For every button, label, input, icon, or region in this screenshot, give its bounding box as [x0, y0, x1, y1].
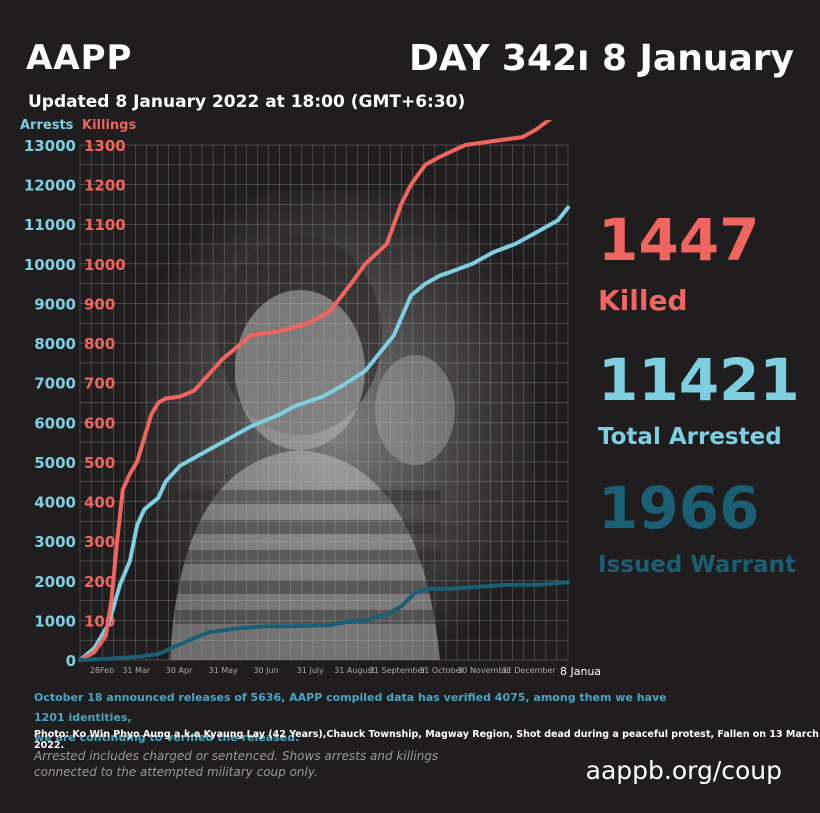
- arrests-tick-label: 1000: [34, 612, 76, 630]
- timeline-chart: 0 1000 2000 3000 4000 5000 6000 7000 8000 9000 100…: [24, 120, 600, 678]
- x-tick-label: 30 Jun: [253, 666, 278, 675]
- release-note-line1: October 18 announced releases of 5636, A…: [34, 691, 667, 724]
- killings-tick-label: 1100: [84, 216, 126, 234]
- killings-tick-label: 1300: [84, 137, 126, 155]
- series-line-issued-warrant: [78, 580, 570, 662]
- arrests-tick-label: 6000: [34, 414, 76, 432]
- release-note-line2: we are continuing to verified the releas…: [34, 731, 300, 744]
- killings-tick-label: 300: [84, 533, 115, 551]
- x-tick-label: 31 October: [419, 666, 464, 675]
- arrests-tick-labels: 0 1000 2000 3000 4000 5000 6000 7000 8000 9000 100…: [24, 137, 76, 670]
- brand-title: AAPP: [26, 38, 133, 78]
- x-tick-label: 8 January: [560, 665, 600, 678]
- killings-tick-label: 900: [84, 295, 115, 313]
- series-line-killings: [78, 120, 553, 662]
- arrests-tick-label: 9000: [34, 295, 76, 313]
- arrests-tick-label: 11000: [24, 216, 76, 234]
- updated-timestamp: Updated 8 January 2022 at 18:00 (GMT+6:3…: [28, 92, 466, 112]
- killings-tick-label: 1200: [84, 177, 126, 195]
- arrests-tick-label: 4000: [34, 494, 76, 512]
- footnote: Arrested includes charged or sentenced. …: [34, 749, 439, 779]
- x-tick-label: 31 September: [369, 666, 427, 675]
- day-counter: DAY 342ı 8 January: [409, 38, 794, 79]
- website-link[interactable]: aappb.org/coup: [585, 756, 782, 785]
- arrests-tick-label: 2000: [34, 573, 76, 591]
- killings-tick-label: 1000: [84, 256, 126, 274]
- arrested-label: Total Arrested: [598, 424, 782, 450]
- series-line-arrests: [78, 205, 570, 662]
- release-note: October 18 announced releases of 5636, A…: [34, 688, 694, 748]
- arrests-tick-label: 10000: [24, 256, 76, 274]
- arrests-tick-label: 5000: [34, 454, 76, 472]
- arrests-tick-label: 7000: [34, 375, 76, 393]
- killings-tick-labels: 1002003004005006007008009001000110012001…: [84, 137, 126, 630]
- arrests-axis-label: Arrests: [20, 118, 74, 133]
- arrests-tick-label: 8000: [34, 335, 76, 353]
- killings-axis-label: Killings: [82, 118, 137, 133]
- arrests-tick-label: 0: [66, 652, 76, 670]
- warrant-count: 1966: [598, 474, 760, 542]
- killings-tick-label: 500: [84, 454, 115, 472]
- x-tick-label: 30 Apr: [166, 666, 193, 675]
- killed-label: Killed: [598, 284, 688, 317]
- arrests-tick-label: 12000: [24, 177, 76, 195]
- killed-count: 1447: [598, 206, 760, 274]
- arrested-count: 11421: [598, 346, 800, 414]
- x-tick-label: 31 July: [297, 666, 324, 675]
- photo-caption: Photo: Ko Win Phyo Aung a.k.a Kyaung Lay…: [34, 729, 819, 751]
- killings-tick-label: 600: [84, 414, 115, 432]
- x-tick-label: 31 Mar: [122, 666, 151, 675]
- x-tick-labels: 28Feb 31 Mar 30 Apr 31 May 30 Jun 31 July 31 A…: [90, 665, 600, 678]
- killings-tick-label: 700: [84, 375, 115, 393]
- arrests-tick-label: 3000: [34, 533, 76, 551]
- series-lines: [78, 120, 570, 662]
- x-tick-label: 31 May: [209, 666, 239, 675]
- x-tick-label: 31 December: [502, 666, 557, 675]
- arrests-tick-label: 13000: [24, 137, 76, 155]
- portrait-photo: [140, 190, 535, 660]
- killings-tick-label: 200: [84, 573, 115, 591]
- x-tick-label: 31 August: [334, 666, 375, 675]
- warrant-label: Issued Warrant: [598, 552, 797, 578]
- killings-tick-label: 400: [84, 494, 115, 512]
- killings-tick-label: 800: [84, 335, 115, 353]
- x-tick-label: 30 November: [457, 666, 512, 675]
- chart-grid: [79, 144, 569, 661]
- x-tick-label: 28Feb: [90, 666, 114, 675]
